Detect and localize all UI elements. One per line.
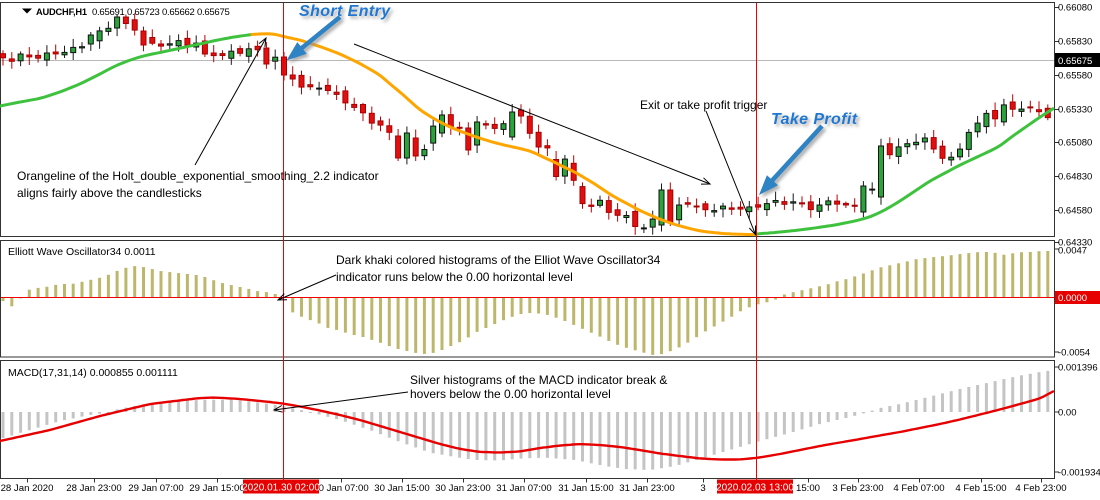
svg-text:0.0000: 0.0000: [1058, 293, 1087, 304]
svg-text:0.65830: 0.65830: [1058, 37, 1092, 48]
svg-text:0.64580: 0.64580: [1058, 206, 1092, 217]
svg-text:-0.001934: -0.001934: [1058, 468, 1100, 479]
svg-text:0.65080: 0.65080: [1058, 138, 1092, 149]
svg-text:30 Jan 07:00: 30 Jan 07:00: [313, 483, 368, 494]
svg-text:hovers below the 0.00 horizont: hovers below the 0.00 horizontal level: [410, 387, 611, 401]
svg-text:30 Jan 23:00: 30 Jan 23:00: [435, 483, 490, 494]
svg-text:4 Feb 07:00: 4 Feb 07:00: [893, 483, 944, 494]
svg-text:-0.0054: -0.0054: [1058, 348, 1090, 359]
svg-text:Silver histograms of the MACD: Silver histograms of the MACD indicator …: [410, 373, 667, 387]
svg-text:4 Feb 23:00: 4 Feb 23:00: [1015, 483, 1066, 494]
svg-text:31 Jan 07:00: 31 Jan 07:00: [496, 483, 551, 494]
svg-text:aligns fairly above the candle: aligns fairly above the candlesticks: [17, 186, 202, 200]
svg-text:Dark khaki colored histograms: Dark khaki colored histograms of the Ell…: [336, 253, 661, 267]
svg-text:28 Jan 2020: 28 Jan 2020: [1, 483, 54, 494]
svg-text:3 Feb 23:00: 3 Feb 23:00: [832, 483, 883, 494]
svg-text:Take Profit: Take Profit: [771, 111, 858, 128]
svg-text:AUDCHF,H1: AUDCHF,H1: [36, 7, 87, 17]
svg-text:31 Jan 15:00: 31 Jan 15:00: [558, 483, 613, 494]
svg-text:2020.01.30 02:00: 2020.01.30 02:00: [242, 483, 320, 494]
svg-text:0.00: 0.00: [1058, 408, 1077, 419]
svg-text:MACD(17,31,14) 0.000855 0.0011: MACD(17,31,14) 0.000855 0.001111: [8, 367, 178, 379]
svg-text:15:00: 15:00: [796, 483, 820, 494]
svg-text:0.65675: 0.65675: [1058, 56, 1092, 67]
svg-text:2020.02.03 13:00: 2020.02.03 13:00: [716, 483, 794, 494]
svg-text:0.65691 0.65723 0.65662 0.6567: 0.65691 0.65723 0.65662 0.65675: [92, 7, 230, 18]
svg-text:0.001396: 0.001396: [1058, 363, 1098, 374]
svg-text:29 Jan 07:00: 29 Jan 07:00: [128, 483, 183, 494]
svg-text:29 Jan 15:00: 29 Jan 15:00: [189, 483, 244, 494]
svg-text:0.65330: 0.65330: [1058, 105, 1092, 116]
svg-text:Short Entry: Short Entry: [299, 3, 391, 20]
svg-text:4 Feb 15:00: 4 Feb 15:00: [955, 483, 1006, 494]
svg-text:28 Jan 23:00: 28 Jan 23:00: [66, 483, 121, 494]
svg-text:31 Jan 23:00: 31 Jan 23:00: [619, 483, 674, 494]
svg-text:Exit or take profit trigger: Exit or take profit trigger: [640, 98, 767, 112]
svg-text:0.0047: 0.0047: [1058, 246, 1087, 257]
svg-text:Elliott Wave Oscillator34 0.00: Elliott Wave Oscillator34 0.0011: [8, 246, 156, 258]
svg-text:0.64830: 0.64830: [1058, 172, 1092, 183]
svg-text:3: 3: [700, 483, 705, 494]
svg-text:0.66080: 0.66080: [1058, 3, 1092, 14]
svg-text:30 Jan 15:00: 30 Jan 15:00: [374, 483, 429, 494]
svg-text:indicator runs below the 0.00: indicator runs below the 0.00 horizontal…: [336, 270, 573, 284]
svg-text:0.64330: 0.64330: [1058, 238, 1092, 249]
svg-text:Orangeline of the Holt_double_: Orangeline of the Holt_double_exponentia…: [17, 169, 379, 183]
svg-text:0.65580: 0.65580: [1058, 71, 1092, 82]
